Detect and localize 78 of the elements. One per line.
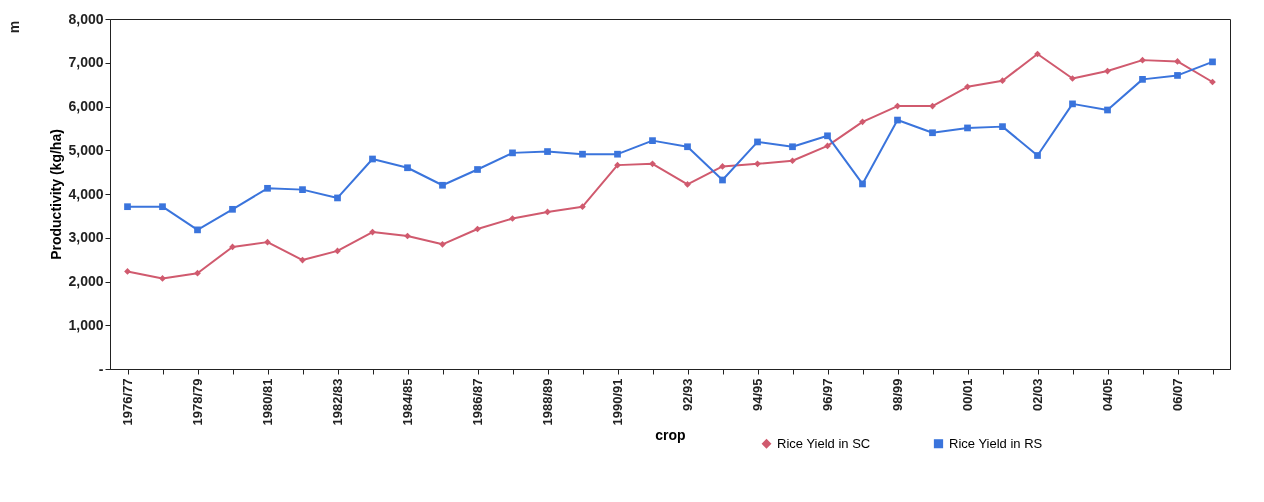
point [789, 143, 796, 151]
y-tick-label: 5,000 [68, 141, 104, 158]
x-tick-label: 1978/79 [190, 378, 205, 426]
y-tick-label: 6,000 [68, 98, 104, 114]
y-tick-label: - [98, 360, 104, 377]
y-tick-label: 1,000 [68, 316, 104, 333]
x-tick-label: 92/93 [680, 378, 695, 412]
x-tick-label: 94/95 [750, 378, 765, 412]
point [964, 124, 971, 132]
point [264, 184, 271, 192]
point [474, 166, 481, 173]
point [544, 148, 551, 155]
point [894, 116, 901, 124]
point [754, 138, 761, 146]
point [649, 137, 656, 144]
x-tick-label: 1976/77 [120, 378, 135, 426]
point [1174, 58, 1181, 65]
point [404, 164, 411, 172]
y-tick-label: 7,000 [68, 54, 104, 71]
y-tick-label: 2,000 [68, 273, 104, 289]
point [1174, 72, 1181, 79]
point [159, 275, 166, 282]
legend-label: Rice Yield in RS [949, 435, 1043, 451]
point [999, 77, 1006, 85]
point [369, 155, 376, 163]
point [684, 143, 691, 151]
point [859, 180, 866, 188]
y-tick-label: 3,000 [68, 229, 104, 246]
x-tick-label: 02/03 [1030, 378, 1045, 412]
x-tick-label: 98/99 [890, 378, 905, 412]
point [579, 150, 586, 158]
y-axis-title: Productivity (kg/ha) [48, 129, 65, 260]
x-tick-label: 1984/85 [400, 378, 415, 426]
point [124, 268, 131, 275]
point [999, 123, 1006, 130]
point [579, 203, 586, 211]
point [649, 160, 656, 168]
x-tick-label: 1982/83 [330, 378, 345, 426]
point [1139, 76, 1146, 83]
x-tick-label: 1980/81 [260, 378, 275, 426]
point [859, 118, 866, 126]
x-axis-title: crop [655, 427, 686, 444]
point [1069, 100, 1076, 108]
point [124, 203, 131, 211]
point [509, 215, 516, 222]
point [1104, 106, 1111, 114]
point [299, 186, 306, 193]
point [964, 83, 971, 91]
point [684, 181, 691, 188]
point [194, 226, 201, 234]
y-tick-label: 4,000 [68, 185, 104, 202]
point [334, 194, 341, 202]
point [614, 150, 621, 158]
point [719, 176, 726, 184]
x-tick-label: 1988/89 [540, 378, 555, 426]
x-tick-label: 1986/87 [470, 378, 485, 426]
legend-label: Rice Yield in SC [777, 435, 871, 451]
x-tick-label: 96/97 [820, 378, 835, 412]
point [824, 132, 831, 140]
point [439, 240, 446, 248]
point [1069, 75, 1076, 82]
point [229, 205, 236, 213]
point [789, 157, 796, 165]
point [159, 203, 166, 211]
point [1034, 152, 1041, 159]
point [439, 181, 446, 189]
point [719, 163, 726, 170]
point [509, 149, 516, 157]
x-tick-label: 00/01 [960, 378, 975, 412]
point [929, 129, 936, 137]
y-tick-label: 8,000 [68, 10, 104, 27]
point [1209, 58, 1216, 66]
x-tick-label: 06/07 [1170, 378, 1185, 412]
point [754, 160, 761, 168]
x-tick-label: 1990/91 [610, 378, 625, 426]
x-tick-label: 04/05 [1100, 378, 1115, 412]
point [194, 269, 201, 277]
text: m [6, 20, 22, 34]
